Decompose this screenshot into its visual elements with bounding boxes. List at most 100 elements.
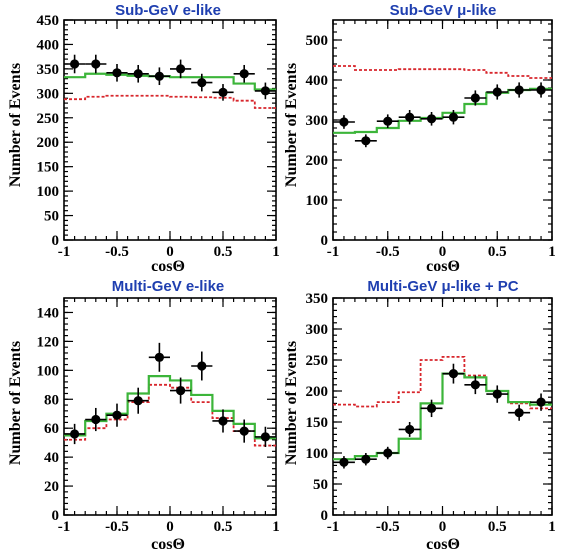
- data-point: [405, 112, 415, 122]
- data-point: [426, 403, 437, 413]
- data-point: [176, 385, 186, 396]
- data-point: [470, 93, 480, 103]
- data-point: [239, 426, 249, 436]
- data-point: [260, 86, 270, 96]
- data-point: [176, 64, 186, 74]
- panel-sub-gev-mu-like: Sub-GeV μ-like Number of Events cosΘ 0 10…: [283, 2, 556, 275]
- y-tick-label: 100: [37, 363, 60, 379]
- data-point: [492, 389, 502, 399]
- y-tick-label: 0: [52, 233, 60, 249]
- plot-frame: [332, 19, 553, 241]
- data-point: [339, 117, 349, 127]
- x-tick-label: -0.5: [376, 244, 400, 260]
- data-point: [112, 68, 122, 78]
- data-point: [361, 454, 371, 464]
- x-axis-label: cosΘ: [151, 536, 185, 553]
- y-tick-label: 200: [306, 384, 329, 400]
- y-axis-label: Number of Events: [7, 341, 24, 465]
- y-axis-label: Number of Events: [283, 341, 300, 465]
- y-tick-label: 200: [306, 153, 329, 169]
- y-tick-label: 350: [306, 291, 329, 307]
- x-tick-label: 0.5: [488, 519, 507, 535]
- x-axis-label: cosΘ: [426, 258, 460, 275]
- data-point: [383, 448, 393, 458]
- x-tick-label: 0: [439, 244, 447, 260]
- x-axis-label: cosΘ: [426, 536, 460, 553]
- plot-frame: [63, 19, 277, 241]
- panel-title: Sub-GeV μ-like: [390, 2, 497, 19]
- y-tick-label: 150: [306, 415, 329, 431]
- x-tick-label: -1: [327, 244, 340, 260]
- x-tick-label: -0.5: [376, 519, 400, 535]
- panel-sub-gev-e-like: Sub-GeV e-like Number of Events cosΘ 0 50…: [7, 2, 280, 275]
- y-tick-label: 300: [37, 86, 60, 102]
- x-tick-label: -0.5: [105, 244, 129, 260]
- x-axis-label: cosΘ: [151, 258, 185, 275]
- y-tick-label: 140: [37, 305, 60, 321]
- data-point: [154, 352, 164, 362]
- x-tick-label: 0: [439, 519, 447, 535]
- mc-no-oscillation-histogram: [333, 65, 552, 79]
- data-point: [70, 59, 80, 69]
- data-point: [426, 114, 437, 124]
- y-tick-label: 250: [37, 111, 60, 127]
- y-tick-label: 120: [37, 334, 60, 350]
- data-point: [133, 69, 143, 79]
- x-tick-label: -0.5: [105, 519, 129, 535]
- y-tick-label: 300: [306, 113, 329, 129]
- panel-multi-gev-e-like: Multi-GeV e-like Number of Events cosΘ 0…: [7, 278, 280, 553]
- plot-frame: [63, 297, 277, 516]
- x-tick-label: -1: [58, 519, 71, 535]
- data-point: [154, 71, 164, 81]
- x-tick-label: 1: [272, 519, 280, 535]
- data-point: [91, 59, 101, 69]
- data-point: [470, 380, 480, 390]
- y-tick-label: 150: [37, 160, 60, 176]
- y-tick-label: 450: [37, 13, 60, 29]
- y-tick-label: 50: [44, 209, 59, 225]
- x-tick-label: 0.5: [488, 244, 507, 260]
- data-point: [218, 87, 228, 97]
- x-tick-label: 0: [166, 519, 174, 535]
- x-tick-label: 0.5: [214, 519, 233, 535]
- y-tick-label: 0: [52, 508, 60, 524]
- data-point: [197, 361, 207, 371]
- y-tick-label: 80: [44, 392, 59, 408]
- y-tick-label: 40: [44, 450, 59, 466]
- y-tick-label: 400: [37, 37, 60, 53]
- y-axis-label: Number of Events: [283, 63, 300, 187]
- data-point: [339, 457, 349, 467]
- x-tick-label: 1: [548, 519, 556, 535]
- y-tick-label: 100: [306, 193, 329, 209]
- y-tick-label: 100: [306, 446, 329, 462]
- x-tick-label: 0.5: [214, 244, 233, 260]
- data-point: [536, 85, 546, 95]
- y-tick-label: 500: [306, 33, 329, 49]
- x-tick-label: 0: [166, 244, 174, 260]
- data-point: [514, 85, 524, 95]
- y-tick-label: 60: [44, 421, 59, 437]
- y-tick-label: 250: [306, 353, 329, 369]
- y-tick-label: 350: [37, 62, 60, 78]
- y-tick-label: 20: [44, 479, 59, 495]
- y-tick-label: 50: [313, 477, 328, 493]
- y-tick-label: 0: [321, 508, 329, 524]
- y-axis-label: Number of Events: [7, 63, 24, 187]
- data-point: [133, 396, 143, 406]
- data-point: [260, 432, 270, 442]
- data-point: [405, 424, 415, 435]
- data-point: [448, 369, 459, 379]
- y-tick-label: 400: [306, 73, 329, 89]
- y-tick-label: 300: [306, 322, 329, 338]
- data-point: [70, 429, 80, 439]
- mc-oscillated-histogram: [333, 372, 552, 461]
- mc-no-oscillation-histogram: [64, 383, 276, 447]
- x-tick-label: 1: [272, 244, 280, 260]
- x-tick-label: -1: [327, 519, 340, 535]
- panel-multi-gev-mu-like-pc: Multi-GeV μ-like + PC Number of Events c…: [283, 278, 556, 553]
- mc-no-oscillation-histogram: [64, 94, 276, 109]
- y-tick-label: 100: [37, 184, 60, 200]
- panel-title: Multi-GeV μ-like + PC: [367, 278, 518, 295]
- data-point: [448, 112, 459, 122]
